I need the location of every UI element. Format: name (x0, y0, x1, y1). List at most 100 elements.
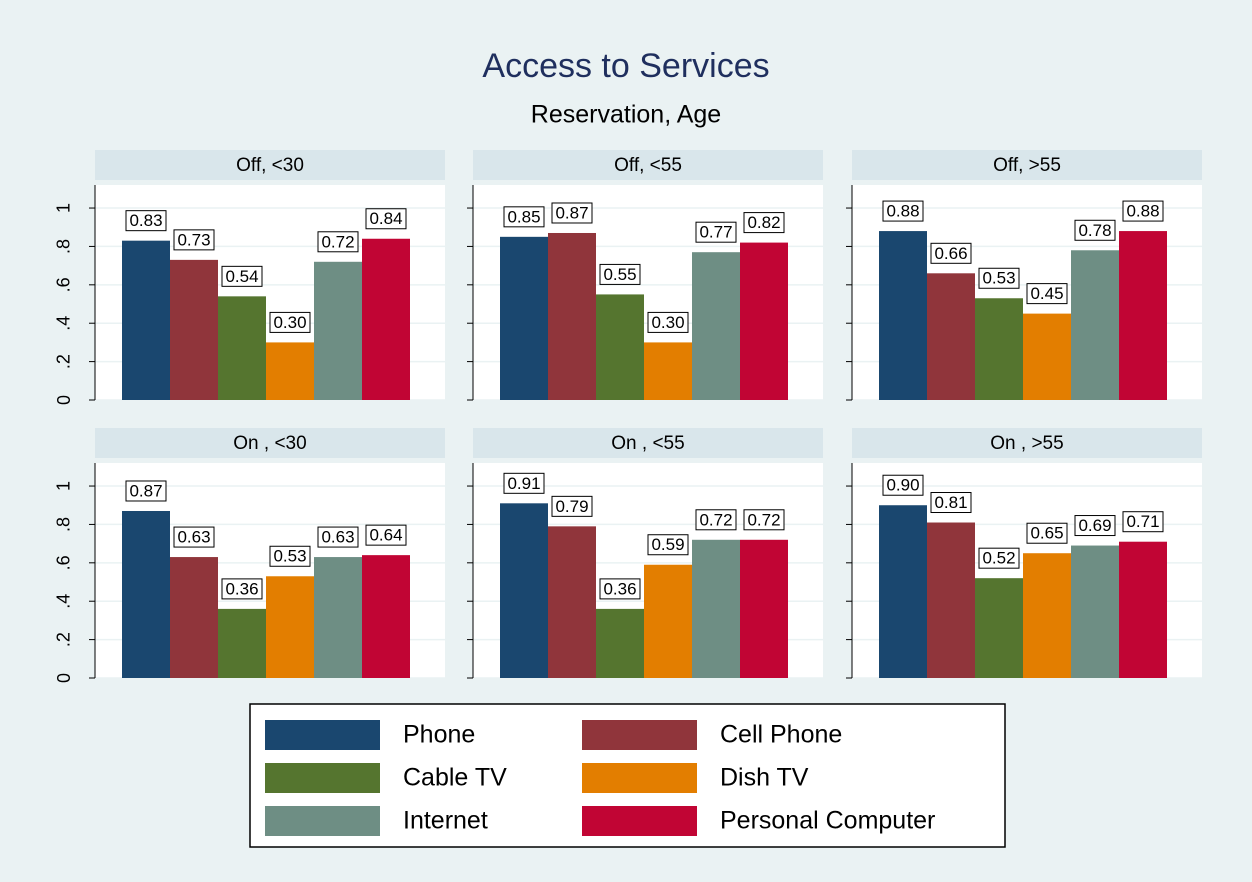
legend-swatch (265, 806, 380, 836)
value-label-box (365, 524, 407, 546)
value-label: 0.82 (747, 213, 780, 232)
bar (740, 242, 788, 400)
value-label-box (125, 210, 167, 232)
legend-label: Internet (403, 807, 488, 835)
chart-subtitle: Reservation, Age (531, 101, 721, 129)
value-label: 0.66 (934, 244, 967, 263)
value-label: 0.30 (651, 313, 684, 332)
bar (122, 510, 170, 678)
value-label-box (551, 495, 593, 517)
legend-swatch (265, 763, 380, 793)
value-label: 0.36 (225, 579, 258, 598)
legend-swatch (265, 720, 380, 750)
value-label: 0.54 (225, 267, 258, 286)
bar (1023, 313, 1071, 400)
bar (644, 342, 692, 400)
value-label-box (978, 547, 1020, 569)
value-label-box (1122, 200, 1164, 222)
value-label-box (695, 221, 737, 243)
panel-title: Off, >55 (993, 155, 1061, 176)
bar (879, 505, 927, 678)
y-tick-label: .4 (54, 316, 74, 331)
legend-label: Cell Phone (720, 721, 842, 749)
panel-header (852, 150, 1202, 180)
value-label: 0.63 (177, 528, 210, 547)
value-label: 0.53 (982, 269, 1015, 288)
y-tick-label: .6 (54, 555, 74, 570)
value-label: 0.88 (886, 202, 919, 221)
bar (548, 232, 596, 400)
panel-title: On , >55 (990, 433, 1063, 454)
value-label: 0.59 (651, 535, 684, 554)
y-tick-label: .2 (54, 632, 74, 647)
bar (927, 522, 975, 678)
bar (1119, 541, 1167, 678)
bar (1071, 250, 1119, 400)
value-label: 0.91 (507, 474, 540, 493)
legend-label: Dish TV (720, 764, 809, 792)
value-label-box (365, 208, 407, 230)
panel-header (852, 428, 1202, 458)
bar (500, 236, 548, 400)
bar (362, 555, 410, 678)
value-label-box (503, 472, 545, 494)
bar (879, 231, 927, 400)
value-label: 0.83 (129, 211, 162, 230)
y-tick-label: 1 (54, 203, 74, 213)
legend-swatch (582, 720, 697, 750)
value-label: 0.84 (369, 209, 402, 228)
value-label: 0.81 (934, 493, 967, 512)
bar (122, 240, 170, 400)
value-label: 0.90 (886, 476, 919, 495)
legend-swatch (582, 763, 697, 793)
value-label: 0.73 (177, 230, 210, 249)
value-label: 0.88 (1126, 202, 1159, 221)
value-label: 0.85 (507, 207, 540, 226)
bar (218, 296, 266, 400)
value-label-box (1074, 219, 1116, 241)
value-label-box (743, 509, 785, 531)
panel-title: On , <30 (233, 433, 306, 454)
value-label: 0.36 (603, 579, 636, 598)
bar (975, 298, 1023, 400)
bar (644, 564, 692, 678)
chart-title: Access to Services (482, 47, 769, 85)
value-label: 0.72 (699, 510, 732, 529)
value-label-box (1122, 511, 1164, 533)
bar (314, 261, 362, 400)
value-label-box (317, 231, 359, 253)
bar (170, 557, 218, 678)
bar (1023, 553, 1071, 678)
value-label-box (647, 534, 689, 556)
bar (170, 259, 218, 400)
value-label: 0.55 (603, 265, 636, 284)
value-label-box (173, 229, 215, 251)
value-label-box (551, 202, 593, 224)
y-tick-label: .4 (54, 594, 74, 609)
value-label-box (503, 206, 545, 228)
bar (266, 342, 314, 400)
value-label: 0.69 (1078, 516, 1111, 535)
panel-title: Off, <55 (614, 155, 682, 176)
legend-label: Cable TV (403, 764, 507, 792)
bar (927, 273, 975, 400)
value-label-box (882, 474, 924, 496)
value-label-box (599, 578, 641, 600)
bar (596, 608, 644, 678)
legend-swatch (582, 806, 697, 836)
value-label: 0.77 (699, 223, 732, 242)
value-label: 0.45 (1030, 284, 1063, 303)
bar (362, 238, 410, 400)
value-label: 0.87 (129, 481, 162, 500)
value-label: 0.65 (1030, 524, 1063, 543)
value-label: 0.78 (1078, 221, 1111, 240)
value-label-box (173, 526, 215, 548)
value-label: 0.79 (555, 497, 588, 516)
value-label-box (930, 242, 972, 264)
y-tick-label: .8 (54, 239, 74, 254)
y-tick-label: 0 (54, 673, 74, 683)
bar (218, 608, 266, 678)
bar (692, 539, 740, 678)
legend-label: Phone (403, 721, 475, 749)
